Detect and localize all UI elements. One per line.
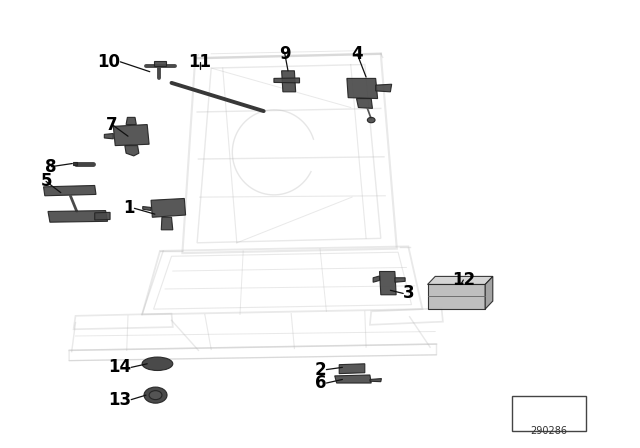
Ellipse shape [142,357,173,370]
Text: 14: 14 [108,358,131,376]
Polygon shape [520,405,527,418]
Polygon shape [125,146,139,156]
Text: 290286: 290286 [531,426,567,436]
Text: 11: 11 [188,53,211,71]
Text: 8: 8 [45,158,57,176]
Text: 3: 3 [403,284,415,302]
Text: 5: 5 [40,172,52,190]
Text: 4: 4 [351,45,363,63]
Circle shape [367,117,375,123]
Polygon shape [347,78,378,99]
Text: 2: 2 [315,361,326,379]
Polygon shape [428,284,485,309]
Polygon shape [376,84,392,92]
Text: 1: 1 [123,199,134,217]
Polygon shape [356,99,372,108]
Text: 9: 9 [279,45,291,63]
Polygon shape [161,217,173,230]
Polygon shape [335,375,371,383]
Polygon shape [113,125,149,146]
Polygon shape [126,117,136,125]
Polygon shape [370,379,381,382]
Polygon shape [339,364,365,374]
Circle shape [144,387,167,403]
Polygon shape [526,418,550,423]
Polygon shape [282,71,296,92]
Polygon shape [48,211,108,222]
Polygon shape [104,134,113,139]
Polygon shape [380,271,396,295]
Polygon shape [95,212,110,220]
Text: 10: 10 [97,53,120,71]
Polygon shape [520,412,547,418]
Polygon shape [154,61,166,66]
Polygon shape [73,162,77,165]
FancyBboxPatch shape [512,396,586,431]
Text: 6: 6 [315,374,326,392]
Polygon shape [274,78,300,83]
Polygon shape [143,207,151,211]
Polygon shape [395,278,405,282]
Polygon shape [485,276,493,309]
Polygon shape [151,198,186,217]
Text: 12: 12 [452,271,475,289]
Text: 13: 13 [108,391,131,409]
Polygon shape [373,276,380,282]
Polygon shape [428,276,493,284]
Text: 7: 7 [106,116,118,134]
Polygon shape [44,185,96,196]
Circle shape [149,391,162,400]
